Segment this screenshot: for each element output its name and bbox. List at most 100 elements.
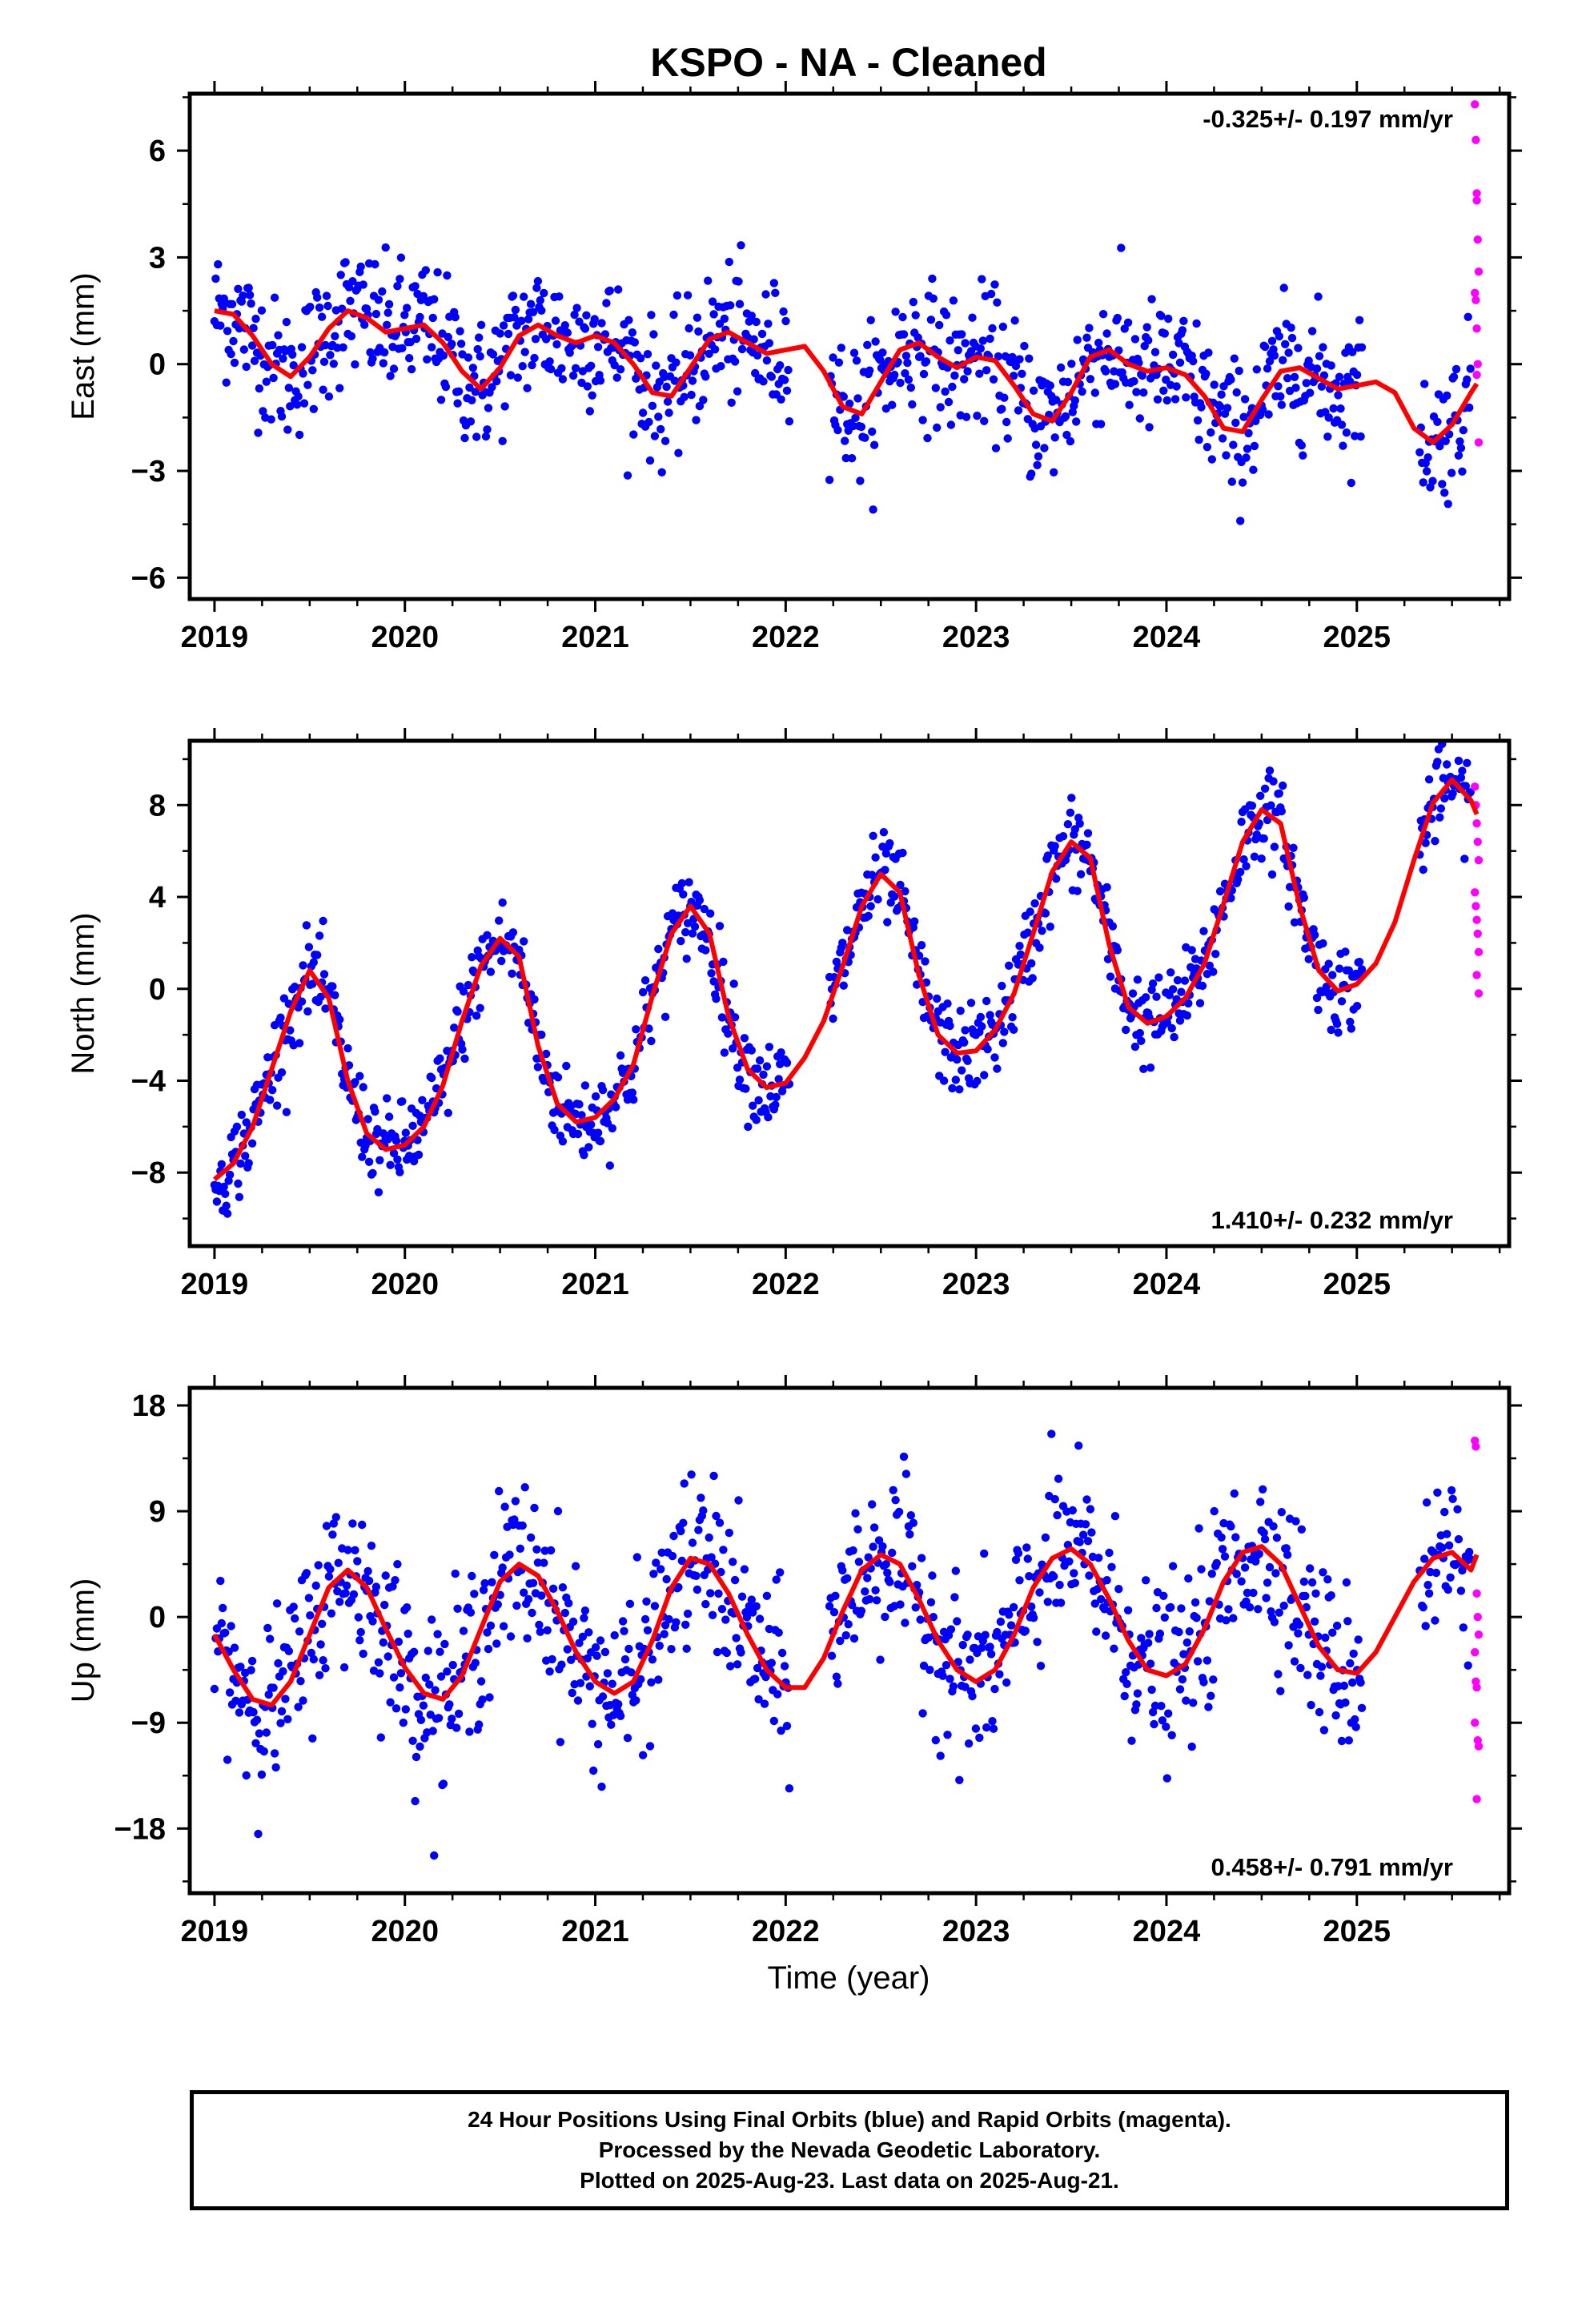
final-orbit-point [672,358,681,367]
final-orbit-point [1145,423,1154,432]
final-orbit-point [1031,440,1041,449]
final-orbit-point [277,1068,287,1077]
final-orbit-point [733,387,742,396]
final-orbit-point [630,338,639,347]
final-orbit-point [993,298,1002,307]
final-orbit-point [1167,1023,1176,1033]
final-orbit-point [520,937,528,946]
final-orbit-point [725,1528,733,1538]
final-orbit-point [331,332,339,340]
final-orbit-point [517,316,526,325]
final-orbit-point [430,295,439,304]
x-tick-label: 2025 [1323,1915,1391,1948]
final-orbit-point [714,1589,723,1598]
final-orbit-point [861,433,869,442]
final-orbit-point [563,328,572,337]
final-orbit-point [419,1701,428,1710]
final-orbit-point [553,1506,563,1516]
final-orbit-point [570,310,579,320]
final-orbit-point [577,1111,586,1120]
final-orbit-point [306,303,315,312]
y-tick-label: 6 [149,135,166,168]
final-orbit-point [928,1571,937,1580]
final-orbit-point [374,1658,383,1667]
final-orbit-point [1066,808,1075,817]
final-orbit-point [302,1569,311,1578]
final-orbit-point [283,425,292,434]
final-orbit-point [1238,478,1247,487]
final-orbit-point [1066,436,1075,446]
final-orbit-point [1307,327,1317,336]
final-orbit-point [1015,355,1024,364]
final-orbit-point [1083,829,1093,838]
final-orbit-point [871,1586,880,1595]
final-orbit-point [329,1519,338,1528]
y-axis-label: Up (mm) [66,1578,101,1703]
final-orbit-point [827,1651,837,1660]
final-orbit-point [656,1565,665,1574]
final-orbit-point [946,336,954,345]
final-orbit-point [453,399,462,408]
final-orbit-point [760,1699,769,1708]
final-orbit-point [776,361,785,370]
final-orbit-point [941,1047,950,1056]
final-orbit-point [512,1601,521,1610]
final-orbit-point [1239,855,1248,864]
final-orbit-point [919,1661,929,1671]
final-orbit-point [1193,1657,1203,1666]
final-orbit-point [236,1663,245,1671]
final-orbit-point [1054,1474,1063,1483]
final-orbit-point [1421,838,1430,847]
final-orbit-point [710,345,720,354]
final-orbit-point [1323,432,1332,441]
final-orbit-point [605,1161,614,1170]
final-orbit-point [831,1591,840,1601]
final-orbit-point [647,1678,656,1687]
final-orbit-point [1317,1663,1327,1671]
final-orbit-point [777,1048,785,1057]
final-orbit-point [1344,1736,1354,1745]
final-orbit-point [364,1576,374,1586]
final-orbit-point [777,1648,787,1658]
final-orbit-point [694,327,703,336]
final-orbit-point [602,299,611,308]
final-orbit-point [1168,1562,1178,1570]
final-orbit-point [508,969,516,979]
final-orbit-point [1431,837,1439,846]
final-orbit-point [677,1526,685,1536]
final-orbit-point [950,371,959,380]
final-orbit-point [1257,854,1266,863]
final-orbit-point [341,258,350,267]
y-tick-label: 18 [132,1389,166,1423]
final-orbit-point [1287,324,1295,332]
final-orbit-point [655,1641,664,1651]
final-orbit-point [1227,894,1235,903]
final-orbit-point [605,286,614,296]
final-orbit-point [891,308,900,316]
final-orbit-point [344,283,354,292]
final-orbit-point [1294,1629,1303,1638]
final-orbit-point [1164,1709,1173,1718]
final-orbit-point [951,1566,961,1575]
final-orbit-point [1327,1591,1335,1600]
final-orbit-point [851,413,860,422]
final-orbit-point [785,417,794,426]
final-orbit-point [1259,834,1268,843]
final-orbit-point [520,1588,528,1597]
final-orbit-point [1094,338,1103,348]
final-orbit-point [699,396,708,404]
final-orbit-point [1148,979,1158,988]
final-orbit-point [1304,356,1313,365]
rapid-orbit-point [1472,971,1481,979]
final-orbit-point [1117,243,1126,252]
final-orbit-point [411,1796,420,1806]
final-orbit-point [324,392,334,401]
final-orbit-point [294,392,303,401]
final-orbit-point [966,1655,974,1664]
rapid-orbit-point [1472,296,1480,304]
final-orbit-point [1102,883,1111,892]
final-orbit-point [948,382,957,392]
final-orbit-point [881,849,891,858]
final-orbit-point [1306,388,1315,397]
final-orbit-point [545,357,554,366]
